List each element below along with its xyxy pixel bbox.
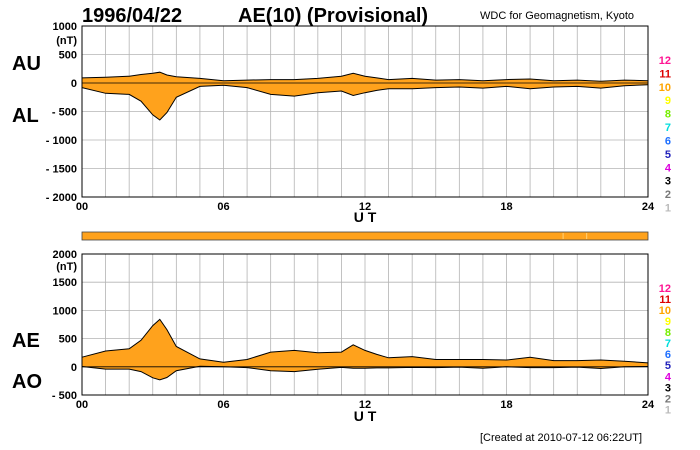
series-label-al: AL <box>12 105 39 127</box>
station-scale-label: 11 <box>659 68 671 80</box>
series-label-ae: AE <box>12 330 40 352</box>
series-label-au: AU <box>12 53 41 75</box>
au-al-xaxis-label: U T <box>354 209 377 225</box>
series-label-ao: AO <box>12 371 42 393</box>
au-al-ytick-label: - 2000 <box>46 192 77 204</box>
ae-ao-ytick-label: 2000 <box>53 249 77 261</box>
ae-ao-xaxis-label: U T <box>354 408 377 424</box>
station-scale-label: 9 <box>665 316 671 328</box>
station-scale-label: 10 <box>659 305 671 317</box>
plot-date: 1996/04/22 <box>82 5 183 27</box>
au-al-plot-frame <box>81 25 649 198</box>
au-al-xtick-label: 24 <box>642 201 655 213</box>
station-scale-label: 12 <box>659 55 671 67</box>
au-al-unit-label: (nT) <box>56 35 77 47</box>
ae-ao-band-area <box>82 319 648 380</box>
station-scale-label: 3 <box>665 382 671 394</box>
station-scale-label: 10 <box>659 82 671 94</box>
au-al-xtick-label: 18 <box>500 201 512 213</box>
station-scale-label: 2 <box>665 189 671 201</box>
au-al-ytick-label: 0 <box>71 78 77 90</box>
data-source: WDC for Geomagnetism, Kyoto <box>480 10 635 22</box>
au-al-ytick-label: 1000 <box>53 21 77 33</box>
station-scale-label: 7 <box>665 122 671 134</box>
ae-ao-ytick-label: 1500 <box>53 277 77 289</box>
station-scale-label: 2 <box>665 393 671 405</box>
station-scale-label: 1 <box>665 203 671 215</box>
station-scale-label: 5 <box>665 149 671 161</box>
au-al-xtick-label: 06 <box>217 201 229 213</box>
station-scale-label: 6 <box>665 349 671 361</box>
ae-ao-ytick-label: - 500 <box>52 390 77 402</box>
created-timestamp: [Created at 2010-07-12 06:22UT] <box>480 432 643 444</box>
station-scale-label: 11 <box>659 294 671 306</box>
data-availability-bar <box>81 231 649 241</box>
station-scale-label: 3 <box>665 176 671 188</box>
station-scale-label: 8 <box>665 327 671 339</box>
station-scale-label: 8 <box>665 109 671 121</box>
ae-ao-ao-series-line <box>81 365 649 381</box>
ae-ao-ytick-label: 500 <box>59 334 77 346</box>
station-scale-label: 4 <box>665 371 672 383</box>
ae-ao-ytick-label: 0 <box>71 362 77 374</box>
plot-title: AE(10) (Provisional) <box>238 5 429 27</box>
au-al-au-series-line <box>81 71 649 82</box>
ae-ao-ae-series-line <box>81 318 649 364</box>
au-al-ytick-label: 500 <box>59 50 77 62</box>
au-al-band-area <box>82 72 648 120</box>
au-al-ytick-label: - 1500 <box>46 164 77 176</box>
station-scale-label: 5 <box>665 360 671 372</box>
ae-ao-ytick-label: 1000 <box>53 305 77 317</box>
ae-ao-plot-frame <box>81 253 649 396</box>
ae-ao-xtick-label: 00 <box>76 399 88 411</box>
ae-ao-xtick-label: 12 <box>359 399 371 411</box>
ae-ao-unit-label: (nT) <box>56 261 77 273</box>
station-scale-label: 9 <box>665 95 671 107</box>
station-scale-label: 7 <box>665 338 671 350</box>
station-scale-label: 1 <box>665 404 671 416</box>
au-al-xtick-label: 12 <box>359 201 371 213</box>
ae-ao-xtick-label: 24 <box>642 399 655 411</box>
au-al-ytick-label: - 1000 <box>46 135 77 147</box>
au-al-al-series-line <box>81 84 649 121</box>
ae-ao-xtick-label: 18 <box>500 399 512 411</box>
ae-ao-xtick-label: 06 <box>217 399 229 411</box>
au-al-xtick-label: 00 <box>76 201 88 213</box>
au-al-ytick-label: - 500 <box>52 107 77 119</box>
station-scale-label: 4 <box>665 162 672 174</box>
station-scale-label: 12 <box>659 283 671 295</box>
station-scale-label: 6 <box>665 135 671 147</box>
